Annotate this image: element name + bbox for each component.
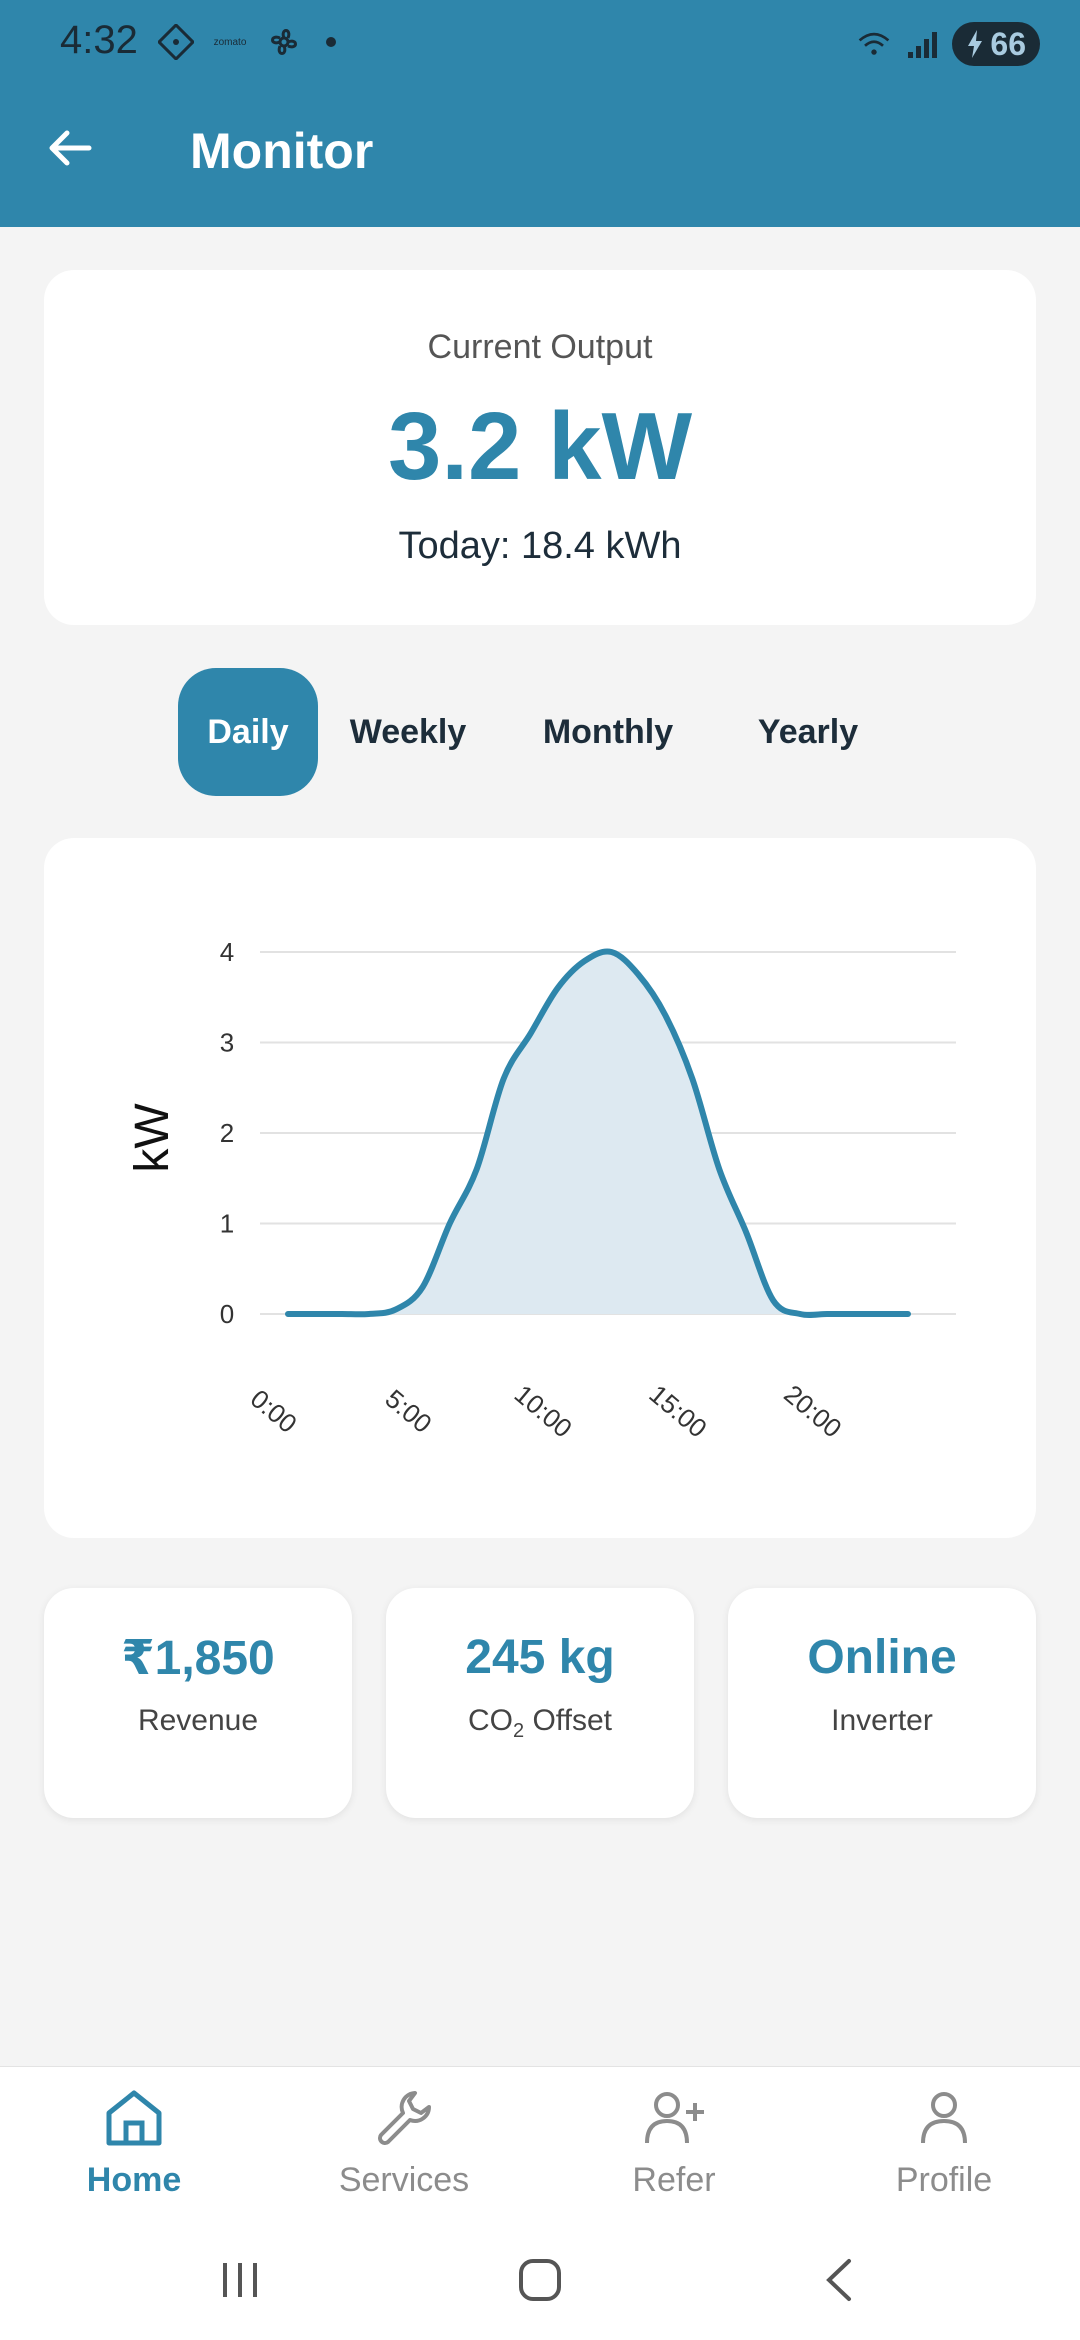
data-point-20 [824,1311,830,1317]
current-output-card: Current Output 3.2 kW Today: 18.4 kWh [44,270,1036,625]
data-point-19 [797,1311,803,1317]
recent-apps-button[interactable] [205,2250,275,2310]
co2-offset-card: 245 kg CO2 Offset [386,1588,694,1818]
tab-monthly[interactable]: Monthly [542,712,674,751]
x-tick-label-15:00: 15:00 [644,1379,713,1444]
x-tick-label-5:00: 5:00 [380,1383,438,1439]
output-line [285,948,911,1318]
data-point-2 [339,1311,345,1317]
tab-weekly[interactable]: Weekly [349,712,467,751]
back-system-button[interactable] [805,2250,875,2310]
back-button[interactable] [40,118,100,178]
home-icon [106,2090,162,2146]
nav-refer-label: Refer [632,2161,716,2199]
home-square-icon [519,2259,561,2301]
data-point-23 [905,1311,911,1317]
data-point-21 [851,1311,857,1317]
page-title: Monitor [190,123,374,179]
battery-charging-icon [968,30,983,58]
data-point-14 [662,1012,668,1018]
nav-home-label: Home [86,2161,182,2199]
x-tick-label-20:00: 20:00 [778,1379,847,1444]
y-tick-label-4: 4 [220,937,234,967]
inverter-card: Online Inverter [728,1588,1036,1818]
data-point-18 [770,1297,776,1303]
data-point-3 [366,1311,372,1317]
current-output-label: Current Output [427,328,653,366]
data-point-9 [528,1030,534,1036]
signal-icon [904,26,940,62]
data-point-0 [285,1311,291,1317]
today-energy: Today: 18.4 kWh [398,525,682,567]
revenue-value: ₹1,850 [121,1632,275,1685]
data-point-22 [878,1311,884,1317]
nav-home[interactable]: Home [34,2083,234,2233]
profile-icon [921,2092,967,2144]
inverter-label: Inverter [831,1704,933,1737]
tab-yearly[interactable]: Yearly [757,712,859,751]
battery-level: 66 [990,25,1026,62]
y-tick-label-3: 3 [220,1028,234,1058]
stats-row: ₹1,850 Revenue 245 kg CO2 Offset Online … [44,1588,1036,1818]
zomato-app-icon [158,24,194,60]
revenue-label: Revenue [137,1704,259,1737]
data-point-15 [689,1076,695,1082]
revenue-card: ₹1,850 Revenue [44,1588,352,1818]
wifi-icon [856,26,892,62]
data-point-1 [312,1311,318,1317]
status-time: 4:32 [60,18,138,62]
data-point-17 [743,1230,749,1236]
data-point-12 [608,949,614,955]
co2-offset-value: 245 kg [465,1631,615,1684]
y-axis-label: kW [126,1103,179,1173]
battery-indicator: 66 [952,22,1040,66]
notification-dot-icon [326,37,336,47]
co2-offset-label: CO2 Offset [468,1704,612,1742]
period-tabs: Daily Weekly Monthly Yearly [178,668,918,796]
status-system-icons: 66 [856,22,1040,66]
system-navigation-bar [0,2220,1080,2340]
output-chart: 0 1 2 3 4 kW 0:00 5:00 10:00 15:00 20:00 [126,937,956,1444]
wrench-icon [378,2091,431,2145]
inverter-status-value: Online [807,1631,957,1684]
data-point-16 [716,1166,722,1172]
data-point-13 [635,972,641,978]
data-point-8 [501,1076,507,1082]
bottom-navigation: Home Services Refer Profile [0,2066,1080,2340]
status-bar: 4:32 zomato 66 [0,0,1080,90]
app-header: 4:32 zomato 66 Monitor [0,0,1080,227]
data-point-7 [474,1166,480,1172]
nav-profile-label: Profile [895,2161,993,2199]
add-user-icon [645,2092,704,2144]
status-app-icons: zomato [158,24,336,60]
chevron-left-icon [826,2259,851,2301]
nav-services[interactable]: Services [304,2083,504,2233]
output-area-fill [288,951,908,1316]
data-point-6 [447,1221,453,1227]
data-point-4 [393,1306,399,1312]
y-tick-label-1: 1 [220,1209,234,1239]
fan-app-icon [266,24,302,60]
zomato-text-icon: zomato [213,36,247,48]
nav-services-label: Services [338,2161,470,2199]
y-tick-label-2: 2 [220,1118,234,1148]
data-point-10 [555,985,561,991]
nav-profile[interactable]: Profile [844,2083,1044,2233]
home-system-button[interactable] [505,2250,575,2310]
x-tick-label-10:00: 10:00 [509,1379,578,1444]
nav-refer[interactable]: Refer [574,2083,774,2233]
x-tick-label-0:00: 0:00 [245,1383,303,1439]
data-point-11 [582,958,588,964]
tab-daily[interactable]: Daily [178,668,318,796]
arrow-left-icon [49,130,92,166]
y-tick-label-0: 0 [220,1299,234,1329]
output-chart-card: 0 1 2 3 4 kW 0:00 5:00 10:00 15:00 20:00 [44,838,1036,1538]
current-output-value: 3.2 kW [387,393,693,500]
data-point-5 [420,1284,426,1290]
recent-apps-icon [223,2263,257,2297]
